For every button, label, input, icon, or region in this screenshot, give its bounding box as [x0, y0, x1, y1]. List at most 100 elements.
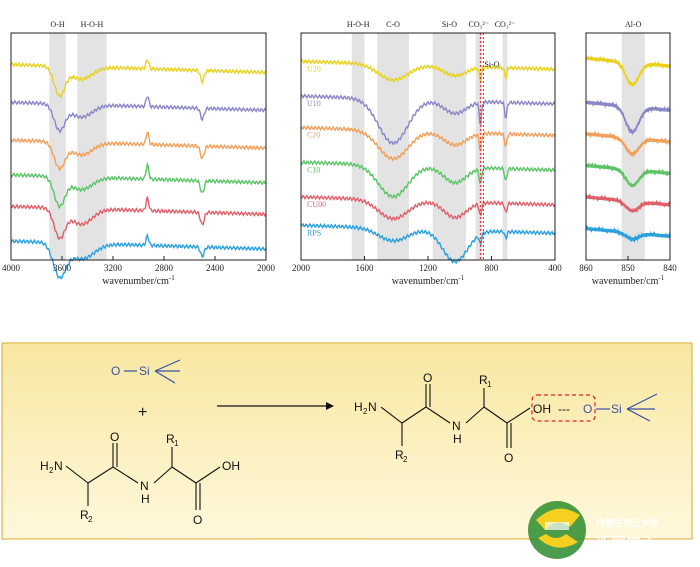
dipeptide-amine-n: N [54, 459, 63, 473]
silanol-silicon: Si [139, 364, 150, 378]
product-amine-n: N [368, 400, 377, 414]
series-line-U10 [585, 99, 671, 136]
product-acid-o: O [504, 451, 513, 465]
plot-frame [10, 32, 267, 261]
series-line-CU00 [10, 196, 267, 241]
dipeptide-reactant [65, 443, 221, 510]
dipeptide-amide-h: H [141, 492, 150, 506]
product-silane-bonds [596, 393, 658, 422]
series-label-CU00: CU00 [307, 200, 326, 209]
watermark-text-secondary: 新闻中心 [596, 534, 656, 552]
dipeptide-acid-o: O [193, 513, 202, 527]
product-carbonyl-o: O [423, 371, 432, 385]
series-line-C20 [585, 130, 671, 158]
product-r2-sub: 2 [403, 455, 408, 464]
silanol-reactant [124, 359, 181, 384]
x-tick-label: 3600 [53, 263, 72, 273]
series-line-C20 [10, 131, 267, 172]
x-tick-label: 2000 [257, 263, 276, 273]
band-0-1 [77, 33, 107, 260]
product-silanol-oxygen: O [583, 402, 592, 416]
series-line-U10 [10, 96, 267, 134]
product-silicon: Si [611, 402, 622, 416]
series-label-U10: U10 [307, 99, 321, 108]
series-line-C10 [10, 161, 267, 210]
series-line-CU00 [300, 194, 556, 222]
x-tick-label: 4000 [2, 263, 21, 273]
series-line-RPS [10, 232, 267, 280]
watermark-text: 内蒙古农业大学 [596, 517, 659, 529]
x-tick-label: 2000 [292, 263, 311, 273]
x-axis-title: wavenumber/cm-1 [102, 274, 175, 287]
series-line-C10 [585, 161, 671, 188]
ftir-chart-high-wavenumber: O-H H-O-H 4000 3600 3200 2800 2400 2000 wavenumb… [2, 20, 276, 287]
dipeptide-amine-h: H [40, 459, 49, 473]
series-line-U20 [300, 58, 556, 84]
band-label: O-H [50, 20, 64, 29]
band-1-0 [351, 33, 365, 260]
series-line-RPS [585, 224, 671, 243]
band-label: Al-O [625, 20, 642, 29]
hydrogen-bond-dashes: --- [558, 402, 570, 416]
series-label-C20: C20 [307, 131, 320, 140]
product-amide-h: H [453, 432, 462, 446]
reaction-arrow [217, 402, 334, 410]
dipeptide-r1: R [166, 432, 175, 446]
series-line-C20 [300, 124, 556, 162]
product-amide-n: N [452, 419, 461, 433]
band-0-0 [49, 33, 66, 260]
x-tick-label: 400 [548, 263, 562, 273]
band-label: H-O-H [347, 20, 370, 29]
dipeptide-amide-n: N [140, 479, 149, 493]
dipeptide-r2: R [80, 508, 89, 522]
series-line-RPS [300, 222, 556, 265]
dipeptide-amine-sub: 2 [49, 466, 54, 475]
band-label: CO₃²⁻ [495, 20, 516, 29]
product-r1-sub: 1 [487, 380, 492, 389]
dipeptide-r1-sub: 1 [174, 439, 179, 448]
product-acid-oh: OH [533, 402, 551, 416]
band-label: H-O-H [81, 20, 104, 29]
x-tick-label: 2400 [206, 263, 225, 273]
silanol-oxygen: O [111, 364, 120, 378]
series-line-CU00 [585, 193, 671, 214]
reaction-scheme: O Si + H 2 N O N H R 1 R 2 O OH [1, 342, 693, 540]
reaction-panel-background [1, 342, 693, 540]
x-tick-label: 860 [579, 263, 593, 273]
band-label: Si-O [442, 20, 457, 29]
series-line-U20 [10, 59, 267, 99]
band-label: CO₃²⁻ [469, 20, 490, 29]
x-axis-title: wavenumber/cm-1 [392, 274, 465, 287]
series-line-U20 [585, 54, 671, 87]
dipeptide-acid-oh: OH [222, 459, 240, 473]
dipeptide-r2-sub: 2 [88, 515, 93, 524]
x-axis-title: wavenumber/cm-1 [592, 274, 665, 287]
series-label-C10: C10 [307, 165, 320, 174]
band-label: C-O [386, 20, 400, 29]
product-r1: R [479, 373, 488, 387]
series-label-U20: U20 [307, 64, 321, 73]
product-amine-h: H [354, 400, 363, 414]
university-news-watermark: 内蒙古农业大学 新闻中心 [528, 501, 659, 559]
product-amine-sub: 2 [363, 407, 368, 416]
watermark-logo-icon [528, 501, 586, 559]
x-tick-label: 850 [621, 263, 635, 273]
band-1-2 [432, 33, 467, 260]
dipeptide-carbonyl-o: O [110, 430, 119, 444]
band-1-1 [377, 33, 409, 260]
x-tick-label: 3200 [104, 263, 123, 273]
marker-label: Si-O [484, 60, 499, 69]
x-tick-label: 800 [485, 263, 499, 273]
series-line-C10 [300, 159, 556, 200]
plus-sign: + [138, 404, 147, 421]
x-tick-label: 1200 [419, 263, 438, 273]
product-r2: R [395, 448, 404, 462]
product-molecule [380, 384, 531, 448]
x-tick-label: 840 [663, 263, 677, 273]
x-tick-label: 2800 [155, 263, 174, 273]
series-label-RPS: RPS [307, 228, 321, 237]
series-line-U10 [300, 93, 556, 146]
x-tick-label: 1600 [356, 263, 375, 273]
